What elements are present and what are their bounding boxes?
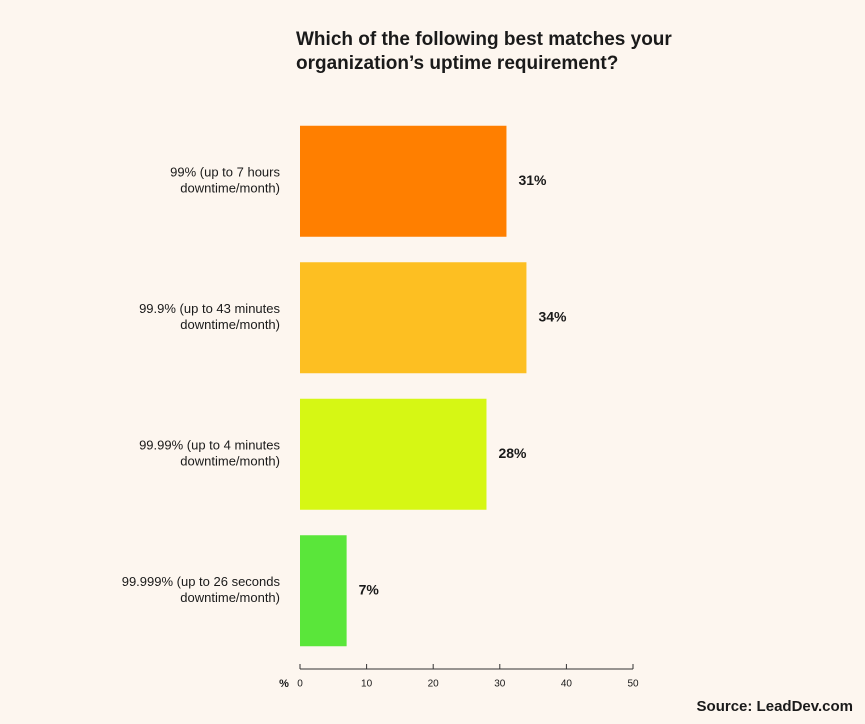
value-label: 34%: [538, 308, 567, 324]
source: Source: LeadDev.com: [697, 698, 853, 715]
value-label: 31%: [518, 172, 547, 188]
y-tick-label: downtime/month): [180, 181, 280, 196]
x-tick-label: 50: [627, 679, 639, 690]
chart-title: organization’s uptime requirement?: [296, 53, 618, 74]
x-tick-label: 0: [297, 679, 303, 690]
y-tick-label: 99.999% (up to 26 seconds: [122, 574, 281, 589]
y-tick-label: downtime/month): [180, 317, 280, 332]
x-tick-label: 30: [494, 679, 506, 690]
x-tick-label: 20: [428, 679, 440, 690]
y-tick-label: 99.99% (up to 4 minutes: [139, 438, 280, 453]
bar: [300, 535, 347, 647]
bar: [300, 125, 507, 237]
chart-title: Which of the following best matches your: [296, 29, 672, 50]
y-tick-label: downtime/month): [180, 590, 280, 605]
bar: [300, 262, 527, 374]
y-tick-label: 99.9% (up to 43 minutes: [139, 301, 280, 316]
value-label: 28%: [498, 445, 527, 461]
bar: [300, 398, 487, 510]
y-tick-label: 99% (up to 7 hours: [170, 165, 280, 180]
value-label: 7%: [359, 581, 380, 597]
x-axis-label: %: [279, 678, 289, 690]
y-tick-label: downtime/month): [180, 454, 280, 469]
x-tick-label: 10: [361, 679, 373, 690]
x-tick-label: 40: [561, 679, 573, 690]
